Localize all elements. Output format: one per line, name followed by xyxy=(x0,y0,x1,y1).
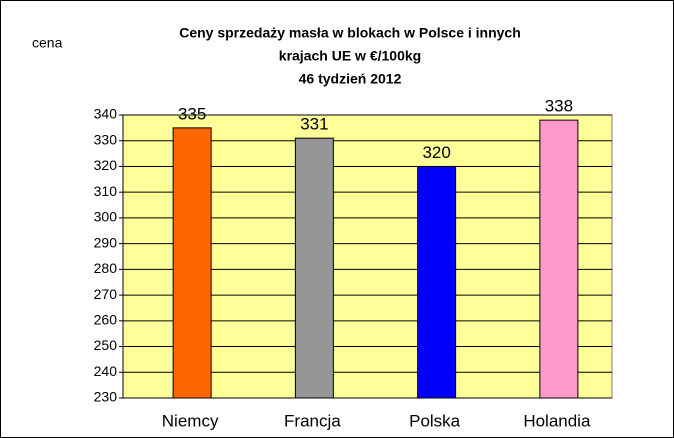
y-tick-label: 260 xyxy=(94,312,118,328)
data-label: 335 xyxy=(178,104,206,123)
y-tick-label: 300 xyxy=(94,209,118,225)
y-tick-label: 330 xyxy=(94,131,118,147)
y-tick-label: 270 xyxy=(94,286,118,302)
y-tick-label: 320 xyxy=(94,157,118,173)
x-tick-label: Niemcy xyxy=(162,411,219,430)
y-tick-label: 290 xyxy=(94,234,118,250)
y-tick-label: 280 xyxy=(94,260,118,276)
x-tick-label: Francja xyxy=(284,411,341,430)
x-tick-label: Holandia xyxy=(523,411,591,430)
bar xyxy=(172,127,212,399)
y-axis-label: cena xyxy=(32,35,63,51)
chart-title: 46 tydzień 2012 xyxy=(299,71,402,87)
y-tick-label: 240 xyxy=(94,363,118,379)
chart-title: Ceny sprzedaży masła w blokach w Polsce … xyxy=(179,25,521,41)
y-tick-label: 230 xyxy=(94,389,118,405)
x-tick-label: Polska xyxy=(409,411,461,430)
bar xyxy=(417,165,457,399)
chart-title: krajach UE w €/100kg xyxy=(279,48,421,64)
y-tick-label: 250 xyxy=(94,337,118,353)
y-tick-label: 340 xyxy=(94,106,118,122)
data-label: 331 xyxy=(300,115,328,134)
data-label: 338 xyxy=(545,97,573,116)
data-label: 320 xyxy=(422,143,450,162)
bar xyxy=(539,119,579,399)
bar xyxy=(294,137,334,399)
y-tick-label: 310 xyxy=(94,183,118,199)
